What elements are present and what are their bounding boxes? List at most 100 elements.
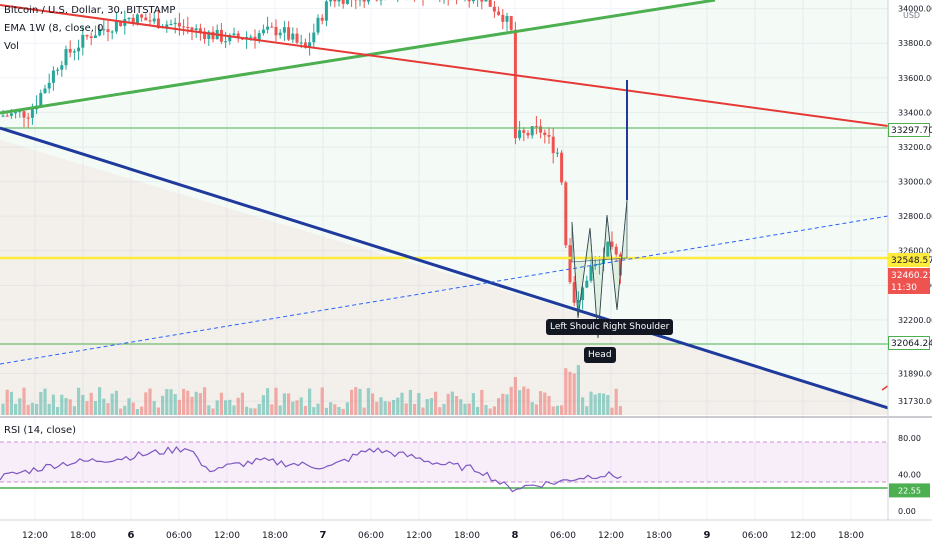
volume-bar — [358, 389, 361, 415]
volume-bar — [90, 393, 93, 415]
candle-body — [485, 0, 488, 1]
candle-body — [363, 0, 366, 2]
volume-bar — [325, 408, 328, 415]
volume-bar — [216, 400, 219, 415]
volume-bar — [535, 404, 538, 415]
volume-bar — [148, 389, 151, 415]
currency-label[interactable]: USD — [903, 11, 920, 20]
volume-bar — [169, 389, 172, 415]
volume-bar — [568, 372, 571, 415]
candle-body — [73, 51, 76, 52]
volume-bar — [333, 404, 336, 415]
price-tag: 32548.57 — [888, 253, 930, 267]
price-tag: 33297.70 — [888, 123, 930, 137]
candle-body — [23, 111, 26, 117]
volume-bar — [594, 395, 597, 415]
volume-bar — [27, 405, 30, 415]
volume-bar — [211, 409, 214, 415]
candle-body — [552, 137, 555, 153]
candle-body — [174, 23, 177, 24]
time-tick: 06:00 — [166, 531, 192, 541]
candle-body — [77, 48, 80, 52]
time-tick: 18:00 — [646, 531, 672, 541]
pattern-label-head[interactable]: Head — [584, 347, 616, 363]
rsi-tick: 40.00 — [898, 471, 921, 480]
candle-body — [535, 126, 538, 127]
price-tick: 33200.00 — [898, 143, 932, 152]
volume-bar — [384, 401, 387, 415]
candle-body — [321, 18, 324, 21]
volume-bar — [119, 409, 122, 415]
pattern-label-shoulders[interactable]: Left Shoulc Right Shoulder — [546, 319, 673, 335]
volume-bar — [283, 393, 286, 415]
volume-bar — [564, 368, 567, 415]
candle-body — [556, 153, 559, 154]
volume-bar — [98, 387, 101, 415]
volume-bar — [203, 387, 206, 415]
candle-body — [69, 49, 72, 53]
volume-bar — [77, 388, 80, 415]
candle-body — [65, 49, 68, 65]
candle-body — [564, 182, 567, 245]
volume-bar — [308, 389, 311, 415]
candle-body — [212, 32, 215, 40]
volume-bar — [606, 395, 609, 415]
time-tick: 06:00 — [742, 531, 768, 541]
volume-bar — [463, 404, 466, 415]
volume-bar — [52, 395, 55, 415]
time-tick: 12:00 — [790, 531, 816, 541]
volume-bar — [379, 397, 382, 415]
volume-bar — [300, 397, 303, 415]
time-tick: 18:00 — [838, 531, 864, 541]
volume-bar — [295, 400, 298, 415]
volume-bar — [430, 398, 433, 415]
volume-bar — [153, 401, 156, 415]
volume-bar — [241, 393, 244, 415]
candle-body — [501, 15, 504, 22]
volume-bar — [573, 373, 576, 415]
volume-bar — [543, 392, 546, 415]
volume-bar — [480, 390, 483, 415]
volume-bar — [69, 399, 72, 415]
candle-body — [52, 71, 55, 83]
candle-body — [90, 36, 93, 38]
candle-body — [539, 126, 542, 132]
volume-bar — [375, 402, 378, 415]
candle-body — [287, 27, 290, 39]
volume-bar — [43, 389, 46, 415]
volume-bar — [581, 397, 584, 415]
volume-bar — [274, 388, 277, 415]
candle-body — [10, 113, 13, 116]
candle-body — [115, 21, 118, 32]
candle-body — [543, 133, 546, 135]
volume-bar — [111, 394, 114, 415]
volume-bar — [31, 403, 34, 415]
volume-bar — [195, 392, 198, 415]
time-tick: 8 — [512, 530, 519, 541]
volume-bar — [526, 389, 529, 415]
volume-bar — [220, 393, 223, 415]
volume-bar — [190, 397, 193, 415]
candle-body — [270, 27, 273, 28]
volume-bar — [417, 393, 420, 415]
candle-body — [149, 20, 152, 21]
volume-bar — [476, 407, 479, 415]
candle-body — [569, 245, 572, 282]
price-tick: 33000.00 — [898, 178, 932, 187]
candle-body — [615, 247, 618, 255]
time-tick: 12:00 — [214, 531, 240, 541]
candle-body — [346, 0, 349, 4]
time-tick: 18:00 — [70, 531, 96, 541]
time-tick: 18:00 — [454, 531, 480, 541]
candle-body — [573, 282, 576, 303]
price-tick: 31730.00 — [898, 397, 932, 406]
volume-bar — [363, 408, 366, 415]
price-tick: 33600.00 — [898, 74, 932, 83]
candle-body — [611, 242, 614, 247]
volume-bar — [249, 408, 252, 415]
volume-bar — [140, 407, 143, 415]
